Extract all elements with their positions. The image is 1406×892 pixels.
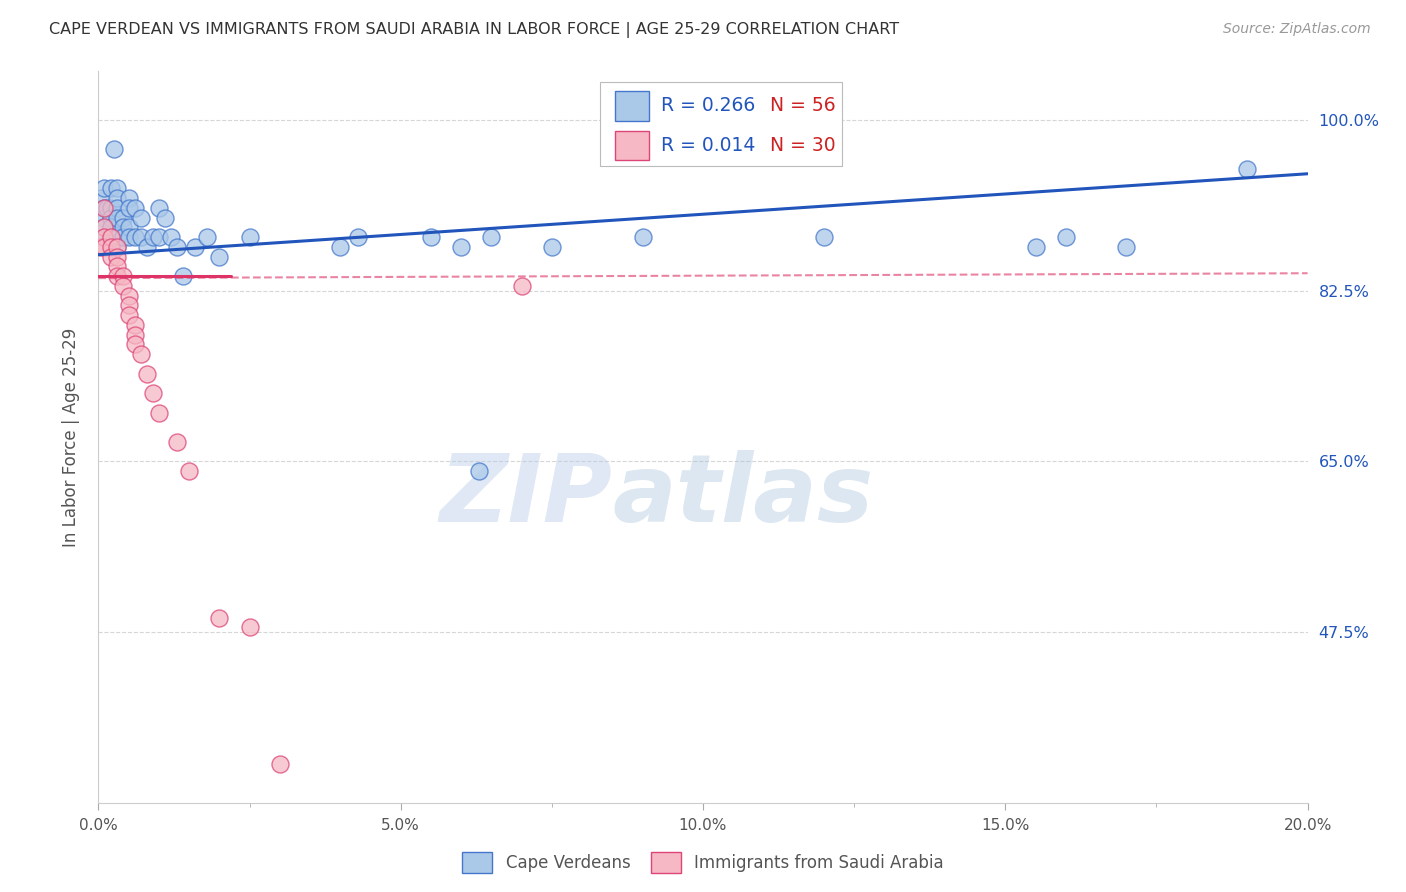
Point <box>118 288 141 302</box>
Text: CAPE VERDEAN VS IMMIGRANTS FROM SAUDI ARABIA IN LABOR FORCE | AGE 25-29 CORRELAT: CAPE VERDEAN VS IMMIGRANTS FROM SAUDI AR… <box>49 22 900 38</box>
Point <box>100 230 122 244</box>
Point <box>105 201 128 215</box>
Point <box>135 367 157 381</box>
Point <box>239 230 262 244</box>
Point <box>111 269 134 284</box>
Point <box>1024 240 1046 254</box>
Point <box>105 191 128 205</box>
Point <box>450 240 472 254</box>
Point <box>105 240 128 254</box>
Point <box>105 211 128 225</box>
Point <box>195 230 218 244</box>
Point <box>142 230 165 244</box>
Point <box>160 230 183 244</box>
Point <box>100 201 122 215</box>
Point <box>111 279 134 293</box>
Point <box>100 220 122 235</box>
Point <box>111 230 134 244</box>
Text: R = 0.266: R = 0.266 <box>661 96 755 115</box>
Point <box>1054 230 1077 244</box>
Point <box>111 220 134 235</box>
Point <box>172 269 194 284</box>
Point <box>148 201 170 215</box>
Point <box>100 211 122 225</box>
Point <box>105 230 128 244</box>
Point <box>153 211 176 225</box>
Point <box>93 220 115 235</box>
Text: atlas: atlas <box>613 450 873 541</box>
Point <box>105 181 128 195</box>
Point <box>90 240 112 254</box>
Point <box>540 240 562 254</box>
Point <box>148 406 170 420</box>
Point <box>100 250 122 264</box>
Point <box>208 250 231 264</box>
Point <box>96 201 118 215</box>
Point <box>93 220 115 235</box>
FancyBboxPatch shape <box>600 82 842 167</box>
Point <box>105 269 128 284</box>
Point <box>166 240 188 254</box>
FancyBboxPatch shape <box>614 131 648 160</box>
Point <box>481 230 503 244</box>
Y-axis label: In Labor Force | Age 25-29: In Labor Force | Age 25-29 <box>62 327 80 547</box>
Legend: Cape Verdeans, Immigrants from Saudi Arabia: Cape Verdeans, Immigrants from Saudi Ara… <box>456 846 950 880</box>
Point <box>124 327 146 342</box>
Point <box>813 230 835 244</box>
Point <box>118 220 141 235</box>
Point <box>100 230 122 244</box>
Point <box>90 191 112 205</box>
Text: N = 30: N = 30 <box>769 136 835 155</box>
Point <box>124 230 146 244</box>
FancyBboxPatch shape <box>614 91 648 120</box>
Point <box>118 298 141 312</box>
Point <box>118 230 141 244</box>
Point <box>129 230 152 244</box>
Point <box>93 230 115 244</box>
Text: ZIP: ZIP <box>440 450 613 541</box>
Point <box>124 337 146 351</box>
Point <box>111 211 134 225</box>
Point <box>142 386 165 401</box>
Point <box>93 211 115 225</box>
Point <box>118 201 141 215</box>
Point <box>118 308 141 322</box>
Point <box>100 240 122 254</box>
Point <box>93 240 115 254</box>
Point <box>166 434 188 449</box>
Point <box>124 318 146 332</box>
Text: R = 0.014: R = 0.014 <box>661 136 755 155</box>
Point <box>208 610 231 624</box>
Point <box>100 240 122 254</box>
Point <box>148 230 170 244</box>
Point <box>510 279 533 293</box>
Point <box>329 240 352 254</box>
Point <box>105 240 128 254</box>
Point <box>129 211 152 225</box>
Point <box>631 230 654 244</box>
Point <box>105 250 128 264</box>
Point <box>135 240 157 254</box>
Point <box>105 260 128 274</box>
Point <box>239 620 262 634</box>
Point <box>129 347 152 361</box>
Point <box>93 201 115 215</box>
Text: Source: ZipAtlas.com: Source: ZipAtlas.com <box>1223 22 1371 37</box>
Point <box>118 191 141 205</box>
Point <box>93 201 115 215</box>
Point <box>420 230 443 244</box>
Point <box>1236 161 1258 176</box>
Point <box>100 181 122 195</box>
Point <box>347 230 370 244</box>
Point <box>468 464 491 478</box>
Point <box>103 142 125 156</box>
Point <box>269 756 291 771</box>
Text: N = 56: N = 56 <box>769 96 835 115</box>
Point <box>93 181 115 195</box>
Point <box>93 230 115 244</box>
Point <box>124 201 146 215</box>
Point <box>184 240 207 254</box>
Point <box>1115 240 1137 254</box>
Point <box>179 464 201 478</box>
